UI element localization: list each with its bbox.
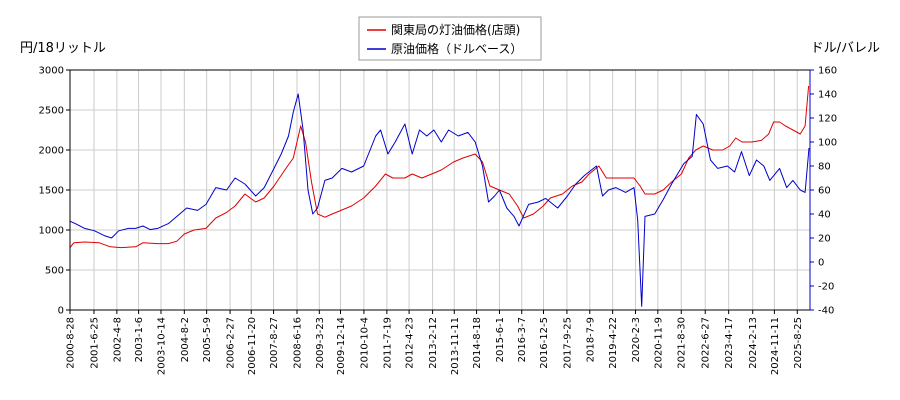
x-tick-label: 2018-7-9 bbox=[585, 317, 596, 362]
x-tick-label: 2012-4-23 bbox=[405, 317, 416, 369]
x-axis: 2000-8-28 2001-6-25 2002-4-8 2003-1-6 2003-1… bbox=[66, 310, 804, 375]
x-tick-label: 2009-12-14 bbox=[336, 317, 347, 375]
left-tick-label: 3000 bbox=[39, 66, 64, 77]
x-tick-label: 2020-2-3 bbox=[631, 317, 642, 362]
right-axis: -40 -20 0 20 40 60 80 100 120 140 160 bbox=[809, 66, 837, 317]
series-layer bbox=[69, 85, 810, 307]
x-tick-label: 2007-8-27 bbox=[269, 317, 280, 369]
legend: 関東局の灯油価格(店頭) 原油価格（ドルベース） bbox=[358, 16, 542, 61]
right-tick-label: -20 bbox=[818, 282, 834, 293]
left-tick-label: 0 bbox=[58, 306, 64, 317]
x-tick-label: 2016-12-5 bbox=[539, 317, 550, 369]
x-tick-label: 2008-6-16 bbox=[292, 317, 303, 369]
legend-label-crude: 原油価格（ドルベース） bbox=[391, 41, 522, 56]
right-tick-label: 100 bbox=[818, 138, 837, 149]
x-tick-label: 2003-10-14 bbox=[156, 317, 167, 375]
right-tick-label: 120 bbox=[818, 114, 837, 125]
legend-label-kerosene: 関東局の灯油価格(店頭) bbox=[391, 22, 520, 37]
left-tick-label: 2500 bbox=[39, 106, 64, 117]
x-tick-label: 2002-4-8 bbox=[112, 317, 123, 362]
x-tick-label: 2004-8-2 bbox=[180, 317, 191, 362]
x-tick-label: 2017-9-25 bbox=[562, 317, 573, 369]
x-tick-label: 2024-11-11 bbox=[770, 317, 781, 375]
x-tick-label: 2003-1-6 bbox=[134, 317, 145, 362]
x-tick-label: 2016-3-7 bbox=[517, 317, 528, 362]
x-tick-label: 2013-11-11 bbox=[450, 317, 461, 375]
series-line-crude-oil bbox=[69, 93, 810, 307]
x-tick-label: 2022-6-27 bbox=[701, 317, 712, 369]
left-tick-label: 1500 bbox=[39, 186, 64, 197]
right-tick-label: 160 bbox=[818, 66, 837, 77]
x-tick-label: 2001-6-25 bbox=[89, 317, 100, 369]
grid bbox=[69, 69, 810, 311]
x-tick-label: 2006-2-27 bbox=[226, 317, 237, 369]
x-tick-label: 2006-11-20 bbox=[247, 317, 258, 375]
x-tick-label: 2023-4-17 bbox=[724, 317, 735, 369]
x-tick-label: 2014-8-18 bbox=[472, 317, 483, 369]
right-tick-label: 60 bbox=[818, 186, 831, 197]
left-axis-title: 円/18リットル bbox=[20, 41, 106, 56]
x-tick-label: 2020-11-9 bbox=[653, 317, 664, 369]
right-tick-label: 0 bbox=[818, 258, 824, 269]
right-tick-label: 80 bbox=[818, 162, 831, 173]
left-tick-label: 1000 bbox=[39, 226, 64, 237]
legend-box bbox=[358, 16, 542, 61]
x-tick-label: 2013-2-12 bbox=[428, 317, 439, 369]
x-tick-label: 2000-8-28 bbox=[66, 317, 77, 369]
x-tick-label: 2011-7-19 bbox=[382, 317, 393, 369]
right-tick-label: 140 bbox=[818, 90, 837, 101]
right-tick-label: -40 bbox=[818, 306, 834, 317]
x-tick-label: 2005-5-9 bbox=[202, 317, 213, 362]
right-tick-label: 40 bbox=[818, 210, 831, 221]
x-tick-label: 2025-8-25 bbox=[793, 317, 804, 369]
x-tick-label: 2015-6-1 bbox=[495, 317, 506, 362]
x-tick-label: 2009-3-23 bbox=[315, 317, 326, 369]
left-axis: 0 500 1000 1500 2000 2500 3000 bbox=[39, 66, 70, 317]
left-tick-label: 2000 bbox=[39, 146, 64, 157]
x-tick-label: 2010-10-4 bbox=[359, 317, 370, 369]
x-tick-label: 2021-8-30 bbox=[677, 317, 688, 369]
series-line-kerosene bbox=[69, 85, 810, 249]
x-tick-label: 2024-2-13 bbox=[748, 317, 759, 369]
left-tick-label: 500 bbox=[45, 266, 64, 277]
right-tick-label: 20 bbox=[818, 234, 831, 245]
right-axis-title: ドル/バレル bbox=[811, 41, 880, 56]
x-tick-label: 2019-4-22 bbox=[608, 317, 619, 369]
